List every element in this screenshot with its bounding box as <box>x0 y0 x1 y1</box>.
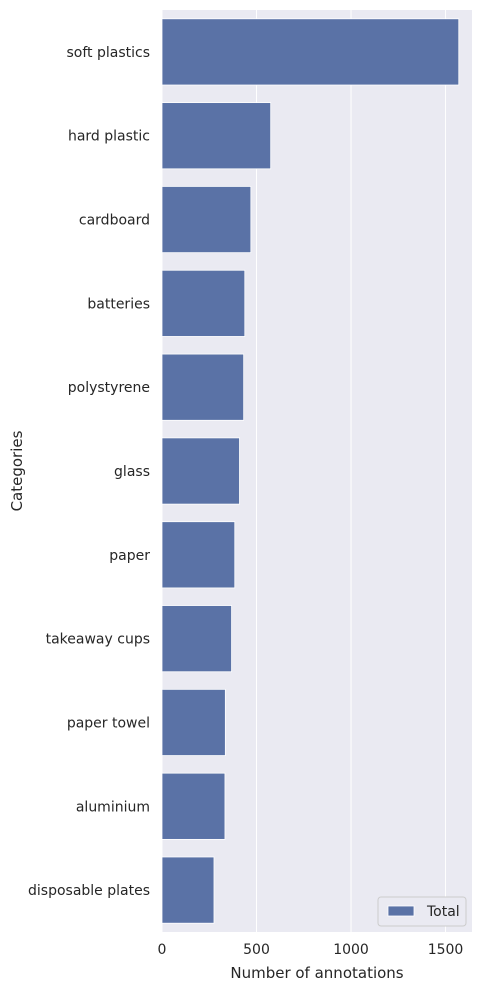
bar <box>161 521 236 589</box>
legend-box <box>377 896 467 927</box>
x-tick-label: 1500 <box>428 942 464 958</box>
y-tick-label: glass <box>114 464 150 480</box>
legend-swatch <box>387 905 415 917</box>
bar <box>161 353 245 421</box>
legend-label: Total <box>426 904 460 920</box>
y-axis-label: Categories <box>8 430 26 511</box>
x-tick-label: 1000 <box>333 942 369 958</box>
bar <box>161 772 226 840</box>
bar <box>161 269 246 337</box>
y-tick-label: hard plastic <box>68 129 150 145</box>
bar <box>161 18 460 86</box>
bars <box>161 18 460 924</box>
x-tick-label: 0 <box>158 942 167 958</box>
bar <box>161 688 226 756</box>
y-tick-label: soft plastics <box>66 45 150 61</box>
y-tick-label: paper towel <box>67 715 150 731</box>
y-tick-label: takeaway cups <box>46 632 150 648</box>
bar <box>161 186 252 254</box>
y-tick-label: paper <box>109 548 150 564</box>
y-tick-label: batteries <box>87 296 150 312</box>
bar <box>161 856 215 924</box>
x-tick-labels: 0 500 1000 1500 <box>158 942 464 958</box>
y-tick-label: disposable plates <box>28 883 150 899</box>
bar <box>161 102 272 170</box>
y-tick-label: cardboard <box>79 213 150 229</box>
bar <box>161 437 240 505</box>
x-axis-label: Number of annotations <box>230 964 403 982</box>
x-tick-label: 500 <box>243 942 270 958</box>
y-tick-labels: soft plastics hard plastic cardboard batter… <box>28 45 150 899</box>
bar <box>161 605 232 673</box>
legend: Total <box>377 896 467 927</box>
y-tick-label: aluminium <box>76 799 150 815</box>
y-tick-label: polystyrene <box>68 380 150 396</box>
